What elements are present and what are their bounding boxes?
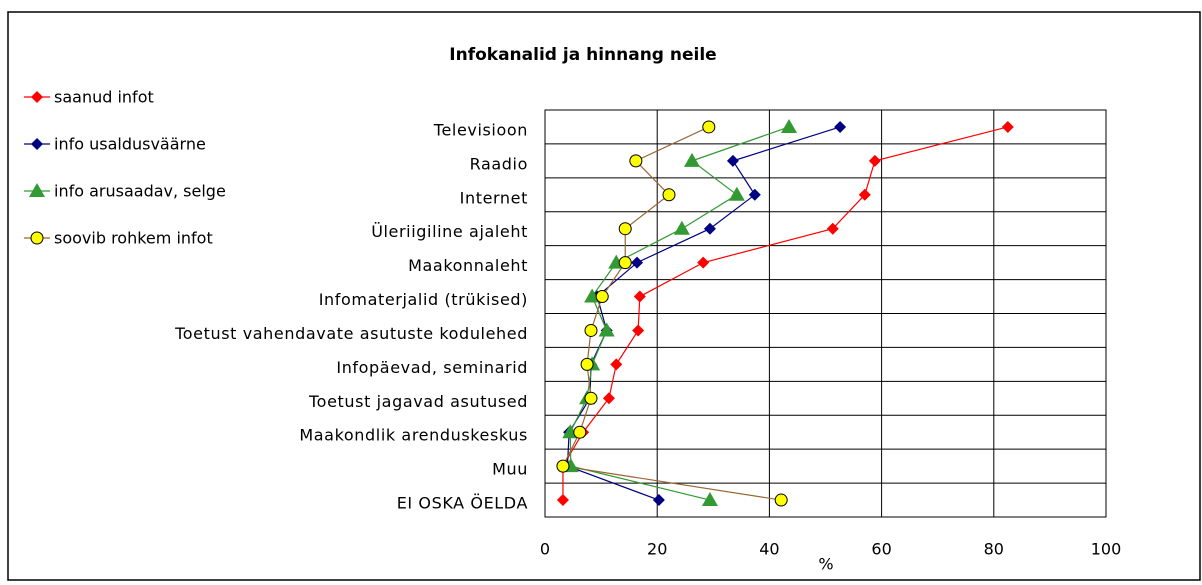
legend-label: soovib rohkem infot bbox=[54, 229, 213, 248]
data-point bbox=[781, 118, 798, 133]
y-tick-label: Üleriigiline ajaleht bbox=[371, 222, 528, 241]
x-tick-label: 0 bbox=[540, 540, 550, 559]
legend-label: info usaldusväärne bbox=[54, 135, 206, 154]
data-point bbox=[662, 188, 676, 202]
y-tick-label: Maakonnaleht bbox=[408, 256, 528, 275]
y-tick-label: Maakondlik arenduskeskus bbox=[299, 426, 528, 445]
y-tick-label: Infomaterjalid (trükised) bbox=[319, 290, 528, 309]
data-point bbox=[728, 186, 745, 201]
data-point bbox=[701, 492, 718, 507]
y-tick-label: Televisioon bbox=[433, 120, 528, 139]
x-tick-label: 80 bbox=[984, 540, 1004, 559]
legend-label: info arusaadav, selge bbox=[54, 182, 226, 201]
data-point bbox=[584, 288, 601, 303]
data-point bbox=[774, 493, 788, 507]
data-point bbox=[584, 323, 598, 337]
data-point bbox=[748, 188, 761, 201]
data-point bbox=[673, 220, 690, 235]
y-tick-label: Muu bbox=[492, 460, 528, 479]
data-point bbox=[858, 188, 871, 201]
y-tick-label: Internet bbox=[460, 188, 528, 207]
data-point bbox=[633, 290, 646, 303]
data-point bbox=[702, 120, 716, 134]
x-tick-label: 20 bbox=[647, 540, 667, 559]
data-point bbox=[1001, 120, 1014, 133]
data-point bbox=[598, 322, 615, 337]
data-point bbox=[610, 358, 623, 371]
data-point bbox=[602, 392, 615, 405]
legend-marker bbox=[30, 231, 44, 245]
data-point bbox=[834, 120, 847, 133]
x-tick-label: 40 bbox=[759, 540, 779, 559]
data-point bbox=[868, 154, 881, 167]
data-point bbox=[573, 425, 587, 439]
data-point bbox=[697, 256, 710, 269]
data-point bbox=[631, 256, 644, 269]
x-axis-label: % bbox=[818, 555, 833, 574]
data-point bbox=[584, 391, 598, 405]
data-point bbox=[683, 152, 700, 167]
data-point bbox=[618, 256, 632, 270]
y-tick-label: Toetust jagavad asutused bbox=[308, 392, 528, 411]
data-point bbox=[595, 290, 609, 304]
legend-marker bbox=[31, 91, 43, 103]
data-point bbox=[726, 154, 739, 167]
data-point bbox=[629, 154, 643, 168]
data-point bbox=[632, 324, 645, 337]
chart-frame bbox=[7, 11, 1201, 581]
x-tick-label: 100 bbox=[1091, 540, 1122, 559]
data-point bbox=[703, 222, 716, 235]
data-point bbox=[556, 494, 569, 507]
y-tick-label: Raadio bbox=[470, 154, 528, 173]
y-tick-label: Infopäevad, seminarid bbox=[336, 358, 528, 377]
legend-marker bbox=[31, 138, 43, 150]
y-tick-label: EI OSKA ÖELDA bbox=[397, 494, 528, 513]
data-point bbox=[652, 494, 665, 507]
chart-title: Infokanalid ja hinnang neile bbox=[449, 45, 716, 65]
x-tick-label: 60 bbox=[871, 540, 891, 559]
legend-label: saanud infot bbox=[54, 88, 154, 107]
y-tick-label: Toetust vahendavate asutuste kodulehed bbox=[174, 324, 528, 343]
legend-marker bbox=[29, 183, 45, 197]
data-point bbox=[556, 459, 570, 473]
data-point bbox=[826, 222, 839, 235]
data-point bbox=[618, 222, 632, 236]
data-point bbox=[580, 357, 594, 371]
